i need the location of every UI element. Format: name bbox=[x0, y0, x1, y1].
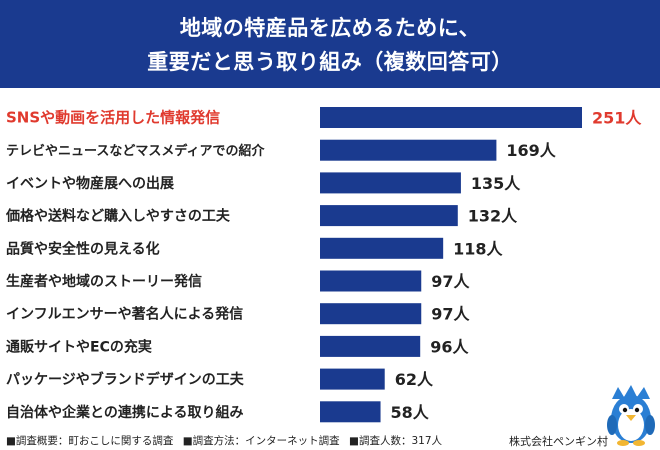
bar bbox=[320, 368, 385, 390]
title-line-1: 地域の特産品を広めるために、 bbox=[179, 16, 481, 40]
survey-summary: ■調査概要：町おこしに関する調査 bbox=[6, 435, 174, 447]
value-label: 251人 bbox=[592, 109, 642, 128]
bar bbox=[320, 335, 421, 357]
title-line-2: 重要だと思う取り組み（複数回答可） bbox=[147, 50, 513, 74]
value-label: 169人 bbox=[506, 141, 556, 160]
value-label: 62人 bbox=[395, 370, 434, 389]
bar bbox=[320, 107, 582, 128]
survey-footer: ■調査概要：町おこしに関する調査 ■調査方法：インターネット調査 ■調査人数：3… bbox=[0, 433, 520, 448]
category-label: 生産者や地域のストーリー発信 bbox=[6, 273, 202, 290]
value-label: 118人 bbox=[453, 239, 503, 258]
value-label: 135人 bbox=[471, 174, 521, 193]
bar bbox=[320, 172, 461, 194]
value-label: 58人 bbox=[391, 403, 430, 422]
bar bbox=[320, 401, 381, 423]
category-label: 通販サイトやECの充実 bbox=[6, 338, 152, 355]
category-label: SNSや動画を活用した情報発信 bbox=[6, 109, 220, 127]
survey-method: ■調査方法：インターネット調査 bbox=[182, 435, 340, 447]
value-label: 96人 bbox=[430, 337, 469, 356]
category-label: インフルエンサーや著名人による発信 bbox=[6, 306, 243, 323]
value-label: 97人 bbox=[431, 272, 470, 291]
bar bbox=[320, 205, 458, 227]
category-label: 品質や安全性の見える化 bbox=[6, 240, 160, 257]
bar bbox=[320, 270, 422, 292]
header-banner: 地域の特産品を広めるために、 重要だと思う取り組み（複数回答可） bbox=[0, 0, 660, 88]
value-label: 97人 bbox=[431, 305, 470, 324]
category-label: パッケージやブランドデザインの工夫 bbox=[6, 371, 245, 388]
category-label: 価格や送料など購入しやすさの工夫 bbox=[5, 208, 231, 225]
category-label: イベントや物産展への出展 bbox=[6, 175, 174, 192]
category-label: テレビやニュースなどマスメディアでの紹介 bbox=[6, 143, 265, 159]
bar bbox=[320, 139, 497, 161]
penguin-mascot-icon bbox=[607, 385, 655, 446]
category-label: 自治体や企業との連携による取り組み bbox=[6, 404, 243, 421]
bar bbox=[320, 303, 422, 325]
bar bbox=[320, 237, 444, 259]
company-name: 株式会社ペンギン村 bbox=[509, 435, 608, 448]
survey-count: ■調査人数：317人 bbox=[349, 435, 442, 447]
value-label: 132人 bbox=[468, 207, 518, 226]
